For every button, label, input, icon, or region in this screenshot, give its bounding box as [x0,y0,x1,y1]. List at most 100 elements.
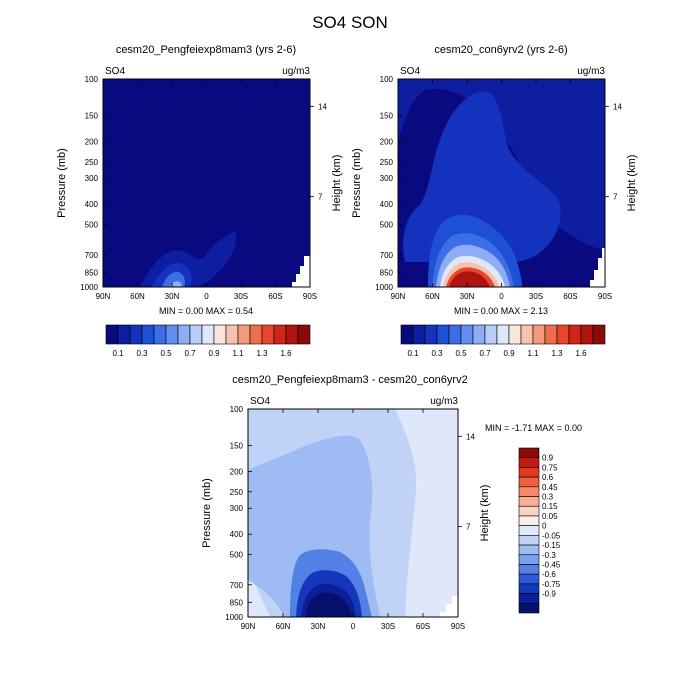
panel-exp: cesm20_Pengfeiexp8mam3 (yrs 2-6) SO4 ug/… [103,44,310,287]
colorbar-label: -0.3 [542,551,556,560]
y-tick-label: 300 [230,504,244,513]
colorbar-label: -0.6 [542,570,556,579]
height-tick-label: 14 [613,102,622,111]
colorbar-label: -0.05 [542,531,561,540]
colorbar-swatch [129,324,143,345]
colorbar-label: 0.6 [542,473,554,482]
x-tick-label: 90N [96,292,111,301]
colorbar-label: 0.9 [208,349,220,358]
colorbar-swatch [177,324,191,345]
colorbar-label: 0.9 [503,349,515,358]
y-tick-label: 500 [85,220,99,229]
colorbar-swatch [592,324,606,345]
y-tick-label: 400 [85,200,99,209]
contour-level-4 [170,281,182,287]
horizontal-colorbar: 0.1 0.3 0.5 0.7 0.9 1.1 1.3 1.6 [105,324,311,358]
colorbar-swatch [518,496,540,507]
colorbar-swatch [496,324,510,345]
figure-title: SO4 SON [312,13,388,32]
colorbar-swatch [544,324,558,345]
colorbar-swatch [518,573,540,585]
colorbar-label: 0.1 [112,349,124,358]
x-tick-label: 90S [451,622,465,631]
y-tick-label: 850 [230,598,244,607]
height-tick-label: 14 [466,432,475,441]
y-tick-label: 1000 [375,283,393,292]
colorbar-swatch [117,324,131,345]
y-tick-label: 300 [85,174,99,183]
colorbar-layer: 0.1 0.3 0.5 0.7 0.9 1.1 1.3 1.6 0.1 0.3 0.5 0.7 0.9 1… [105,324,606,614]
y-tick-label: 700 [85,251,99,260]
panel-title: cesm20_Pengfeiexp8mam3 - cesm20_con6yrv2 [232,374,467,386]
y-tick-label: 150 [85,112,99,121]
min-max-readout: MIN = 0.00 MAX = 2.13 [454,306,548,316]
x-tick-label: 60N [425,292,440,301]
background-contour [103,79,310,287]
colorbar-swatch [201,324,215,345]
colorbar-label: -0.75 [542,580,561,589]
panel-difference: cesm20_Pengfeiexp8mam3 - cesm20_con6yrv2… [232,374,582,617]
horizontal-colorbar: 0.1 0.3 0.5 0.7 0.9 1.1 1.3 1.6 [400,324,606,358]
x-tick-label: 60S [416,622,430,631]
x-tick-label: 90N [391,292,406,301]
colorbar-label: -0.15 [542,541,561,550]
y-tick-label: 100 [380,75,394,84]
colorbar-label: 0.9 [542,454,554,463]
x-tick-label: 30S [381,622,395,631]
colorbar-swatch [484,324,498,345]
vertical-colorbar: 0.90.750.60.450.30.150.050-0.05-0.15-0.3… [518,447,561,614]
y-tick-label: 400 [230,530,244,539]
y-tick-label: 100 [230,405,244,414]
x-tick-label: 60S [563,292,577,301]
colorbar-label: -0.45 [542,560,561,569]
colorbar-swatch [518,467,540,478]
colorbar-swatch [518,515,540,526]
x-tick-label: 90N [241,622,256,631]
colorbar-swatch [508,324,522,345]
height-tick-label: 7 [613,193,618,202]
colorbar-swatch [556,324,570,345]
colorbar-label: 0.3 [431,349,443,358]
colorbar-label: 0.7 [479,349,491,358]
colorbar-swatch [518,447,540,459]
panel-axes: 90N 60N 30N 0 30S 60S 90S 100 150 200 250 300 400 500… [351,75,638,316]
x-tick-label: 0 [204,292,209,301]
y-tick-label: 500 [380,220,394,229]
y-tick-label: 850 [380,268,394,277]
axes-layer: 90N 60N 30N 0 30S 60S 90S 100 150 200 250 300 400 500… [56,75,638,631]
colorbar-swatch [518,593,540,604]
colorbar-swatch [518,554,540,565]
colorbar-swatch [412,324,426,345]
y-tick-label: 700 [230,581,244,590]
colorbar-swatch [518,505,540,517]
y-tick-label: 850 [85,268,99,277]
height-axis-label: Height (km) [626,155,638,212]
colorbar-label: 0.5 [455,349,467,358]
contour-field [398,79,605,287]
panel-title: cesm20_Pengfeiexp8mam3 (yrs 2-6) [116,44,296,56]
x-tick-label: 30N [165,292,180,301]
y-tick-label: 250 [85,158,99,167]
x-tick-label: 0 [351,622,356,631]
colorbar-swatch [141,324,155,345]
y-tick-label: 300 [380,174,394,183]
colorbar-label: 0.5 [160,349,172,358]
colorbar-label: 0.45 [542,483,558,492]
colorbar-swatch [213,324,227,345]
colorbar-swatch [436,324,450,345]
contour-level-2 [403,91,561,262]
colorbar-swatch [448,324,462,345]
y-tick-label: 400 [380,200,394,209]
x-tick-label: 60N [130,292,145,301]
colorbar-label: 0.3 [136,349,148,358]
height-tick-label: 7 [318,193,323,202]
colorbar-label: 1.6 [575,349,587,358]
colorbar-swatch [472,324,486,345]
colorbar-swatch [249,324,263,345]
y-tick-label: 250 [380,158,394,167]
y-tick-label: 150 [230,442,244,451]
x-tick-label: 60S [268,292,282,301]
corner-units-label: ug/m3 [577,66,605,77]
colorbar-swatch [273,324,287,345]
